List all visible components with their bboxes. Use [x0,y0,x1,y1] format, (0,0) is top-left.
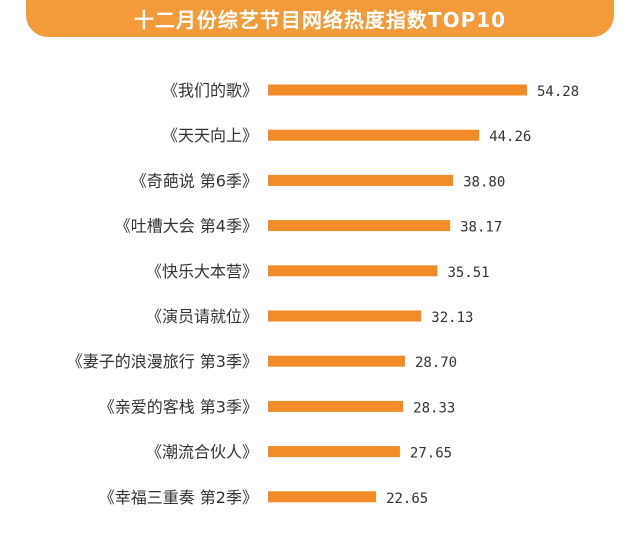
value-label: 38.80 [463,174,505,190]
category-label: 《潮流合伙人》 [146,443,258,462]
category-label: 《吐槽大会 第4季》 [115,217,258,236]
category-label: 《亲爱的客栈 第3季》 [99,397,258,416]
category-label: 《我们的歌》 [162,81,258,100]
category-label: 《妻子的浪漫旅行 第3季》 [67,352,258,371]
value-label: 27.65 [410,446,452,462]
bar [268,220,451,232]
category-label: 《奇葩说 第6季》 [131,171,258,190]
value-label: 22.65 [386,491,428,507]
bar [268,84,527,96]
value-label: 54.28 [537,84,579,100]
value-label: 44.26 [489,129,531,145]
value-label: 28.70 [415,355,457,371]
category-label: 《天天向上》 [162,126,258,145]
value-label: 32.13 [431,310,473,326]
value-label: 28.33 [413,400,455,416]
chart-title: 十二月份综艺节目网络热度指数TOP10 [133,8,507,32]
bar [268,310,422,322]
bar [268,446,400,458]
value-label: 38.17 [460,220,502,236]
bar [268,400,404,412]
category-label: 《演员请就位》 [146,307,258,326]
value-label: 35.51 [447,265,489,281]
category-label: 《快乐大本营》 [146,262,258,281]
title-banner: 十二月份综艺节目网络热度指数TOP10 [26,0,614,37]
bar [268,355,405,367]
bar [268,265,438,277]
bar [268,129,480,141]
bar [268,174,454,186]
category-label: 《幸福三重奏 第2季》 [99,488,258,507]
bar [268,491,377,503]
